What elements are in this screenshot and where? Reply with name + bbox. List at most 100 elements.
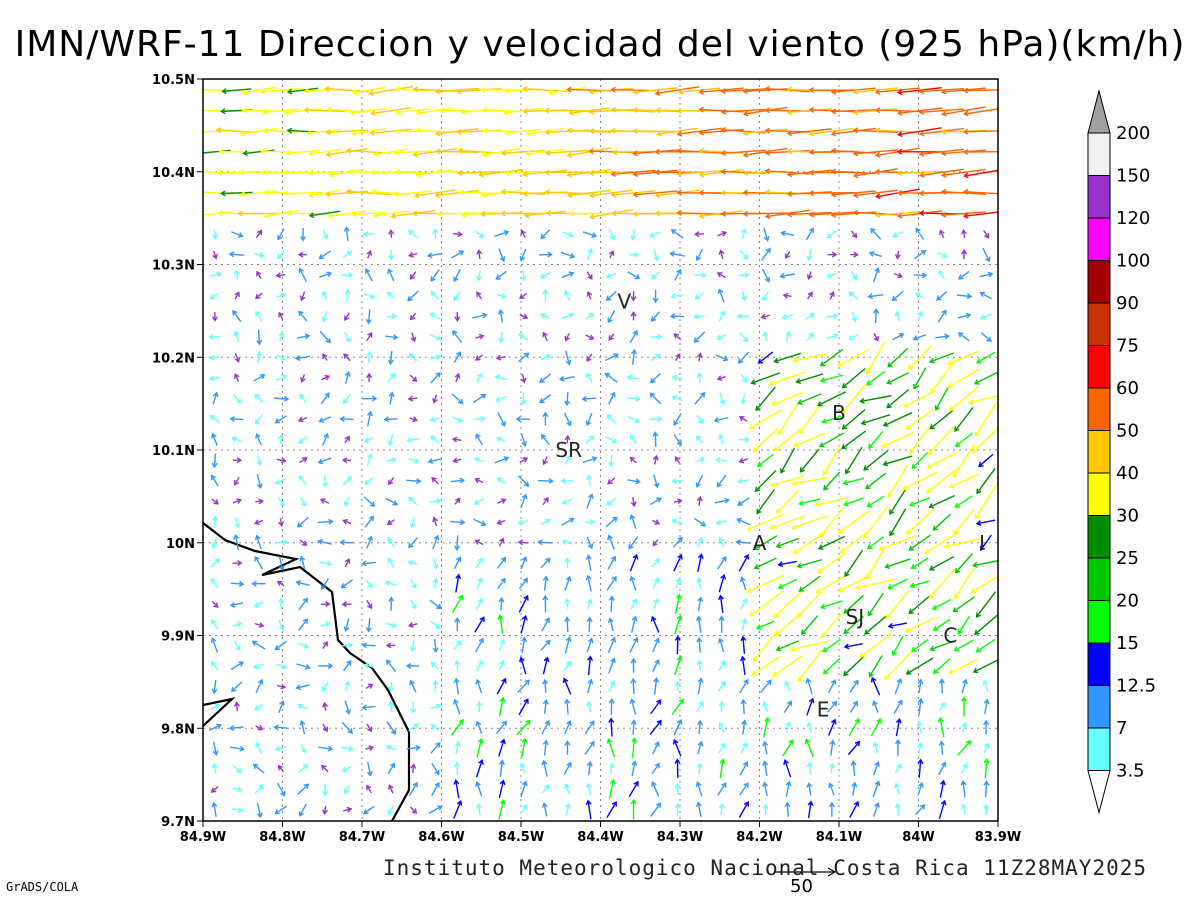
wind-vector-head: [387, 359, 394, 366]
wind-vector-head: [654, 210, 661, 217]
wind-vector: [808, 783, 812, 796]
wind-vector-head: [321, 290, 328, 297]
wind-vector: [698, 763, 701, 774]
wind-vector-head: [565, 575, 572, 582]
wind-vector: [826, 315, 838, 318]
wind-vector: [743, 147, 788, 156]
wind-vector-head: [370, 169, 376, 176]
wind-vector-head: [649, 377, 656, 384]
wind-vector: [755, 386, 776, 411]
wind-vector-head: [753, 545, 760, 551]
wind-vector: [564, 290, 571, 301]
wind-vector: [697, 537, 703, 548]
wind-vector-head: [210, 474, 216, 481]
wind-vector: [561, 272, 574, 279]
wind-vector: [872, 268, 879, 283]
wind-vector: [300, 496, 306, 506]
city-label: C: [943, 624, 957, 648]
colorbar-label: 75: [1116, 336, 1139, 357]
wind-vector: [817, 552, 847, 574]
wind-vector-head: [209, 415, 215, 421]
wind-vector: [520, 781, 527, 798]
wind-vector-head: [695, 255, 702, 262]
wind-vector-head: [587, 637, 594, 644]
wind-vector: [364, 437, 374, 443]
wind-vector-head: [242, 150, 248, 157]
wind-vector: [288, 87, 319, 93]
wind-vector-head: [746, 525, 753, 531]
wind-vector: [564, 455, 571, 465]
wind-vector-head: [326, 560, 333, 567]
wind-vector: [971, 575, 998, 593]
wind-vector: [232, 310, 242, 323]
wind-vector: [867, 536, 885, 550]
wind-vector: [284, 191, 322, 195]
wind-vector-head: [717, 637, 724, 644]
wind-vector-head: [566, 720, 572, 726]
wind-vector-head: [807, 291, 813, 298]
wind-vector: [737, 518, 751, 526]
wind-vector: [760, 248, 771, 261]
wind-vector-head: [409, 274, 415, 280]
wind-vector-head: [252, 663, 259, 670]
wind-vector-head: [517, 519, 524, 526]
wind-vector-head: [737, 500, 743, 506]
wind-vector-head: [212, 253, 218, 260]
wind-vector: [786, 802, 789, 817]
wind-vector: [974, 484, 998, 519]
wind-vector-head: [544, 784, 550, 790]
wind-vector: [451, 250, 464, 259]
wind-vector-head: [361, 642, 368, 649]
x-tick-label: 84.2W: [736, 830, 782, 845]
wind-vector-head: [588, 169, 595, 176]
colorbar-label: 20: [1116, 591, 1139, 612]
wind-vector: [844, 549, 864, 577]
wind-vector-head: [651, 781, 657, 787]
wind-vector: [565, 804, 570, 816]
wind-vector-head: [317, 538, 324, 545]
wind-vector: [587, 656, 592, 676]
wind-vector-head: [841, 383, 848, 389]
wind-vector: [852, 761, 856, 777]
wind-vector: [230, 661, 244, 671]
wind-vector-head: [983, 742, 990, 748]
wind-vector-head: [886, 402, 892, 409]
wind-vector-head: [539, 273, 546, 279]
wind-vector: [388, 785, 394, 794]
wind-vector: [633, 87, 678, 94]
wind-vector-head: [544, 149, 551, 156]
wind-vector-head: [475, 678, 482, 685]
wind-vector-head: [344, 680, 351, 687]
wind-vector-head: [235, 645, 241, 651]
wind-vector: [608, 392, 615, 405]
wind-vector-head: [696, 762, 703, 769]
wind-vector: [457, 88, 502, 93]
wind-vector-head: [477, 597, 484, 604]
wind-vector-head: [608, 595, 615, 601]
wind-vector: [322, 311, 328, 322]
colorbar-label: 25: [1116, 548, 1139, 569]
wind-vector: [297, 516, 309, 528]
wind-vector-head: [585, 554, 592, 560]
wind-vector-head: [865, 368, 872, 375]
wind-vector-head: [851, 274, 858, 281]
wind-vector-head: [323, 432, 329, 439]
wind-vector-head: [306, 129, 313, 136]
wind-vector: [235, 270, 239, 281]
wind-vector: [823, 471, 841, 491]
wind-vector: [518, 333, 528, 341]
wind-vector-head: [542, 739, 549, 746]
wind-vector: [540, 558, 551, 569]
wind-vector-head: [924, 548, 931, 554]
wind-vector-head: [830, 88, 837, 95]
wind-vector: [895, 783, 901, 795]
wind-vector-head: [339, 539, 345, 546]
wind-vector-head: [697, 596, 704, 603]
wind-vector: [539, 394, 552, 403]
wind-vector-head: [453, 677, 460, 684]
wind-vector: [948, 368, 981, 388]
wind-vector-head: [852, 88, 859, 95]
wind-vector-head: [321, 686, 327, 692]
wind-vector: [254, 703, 264, 711]
